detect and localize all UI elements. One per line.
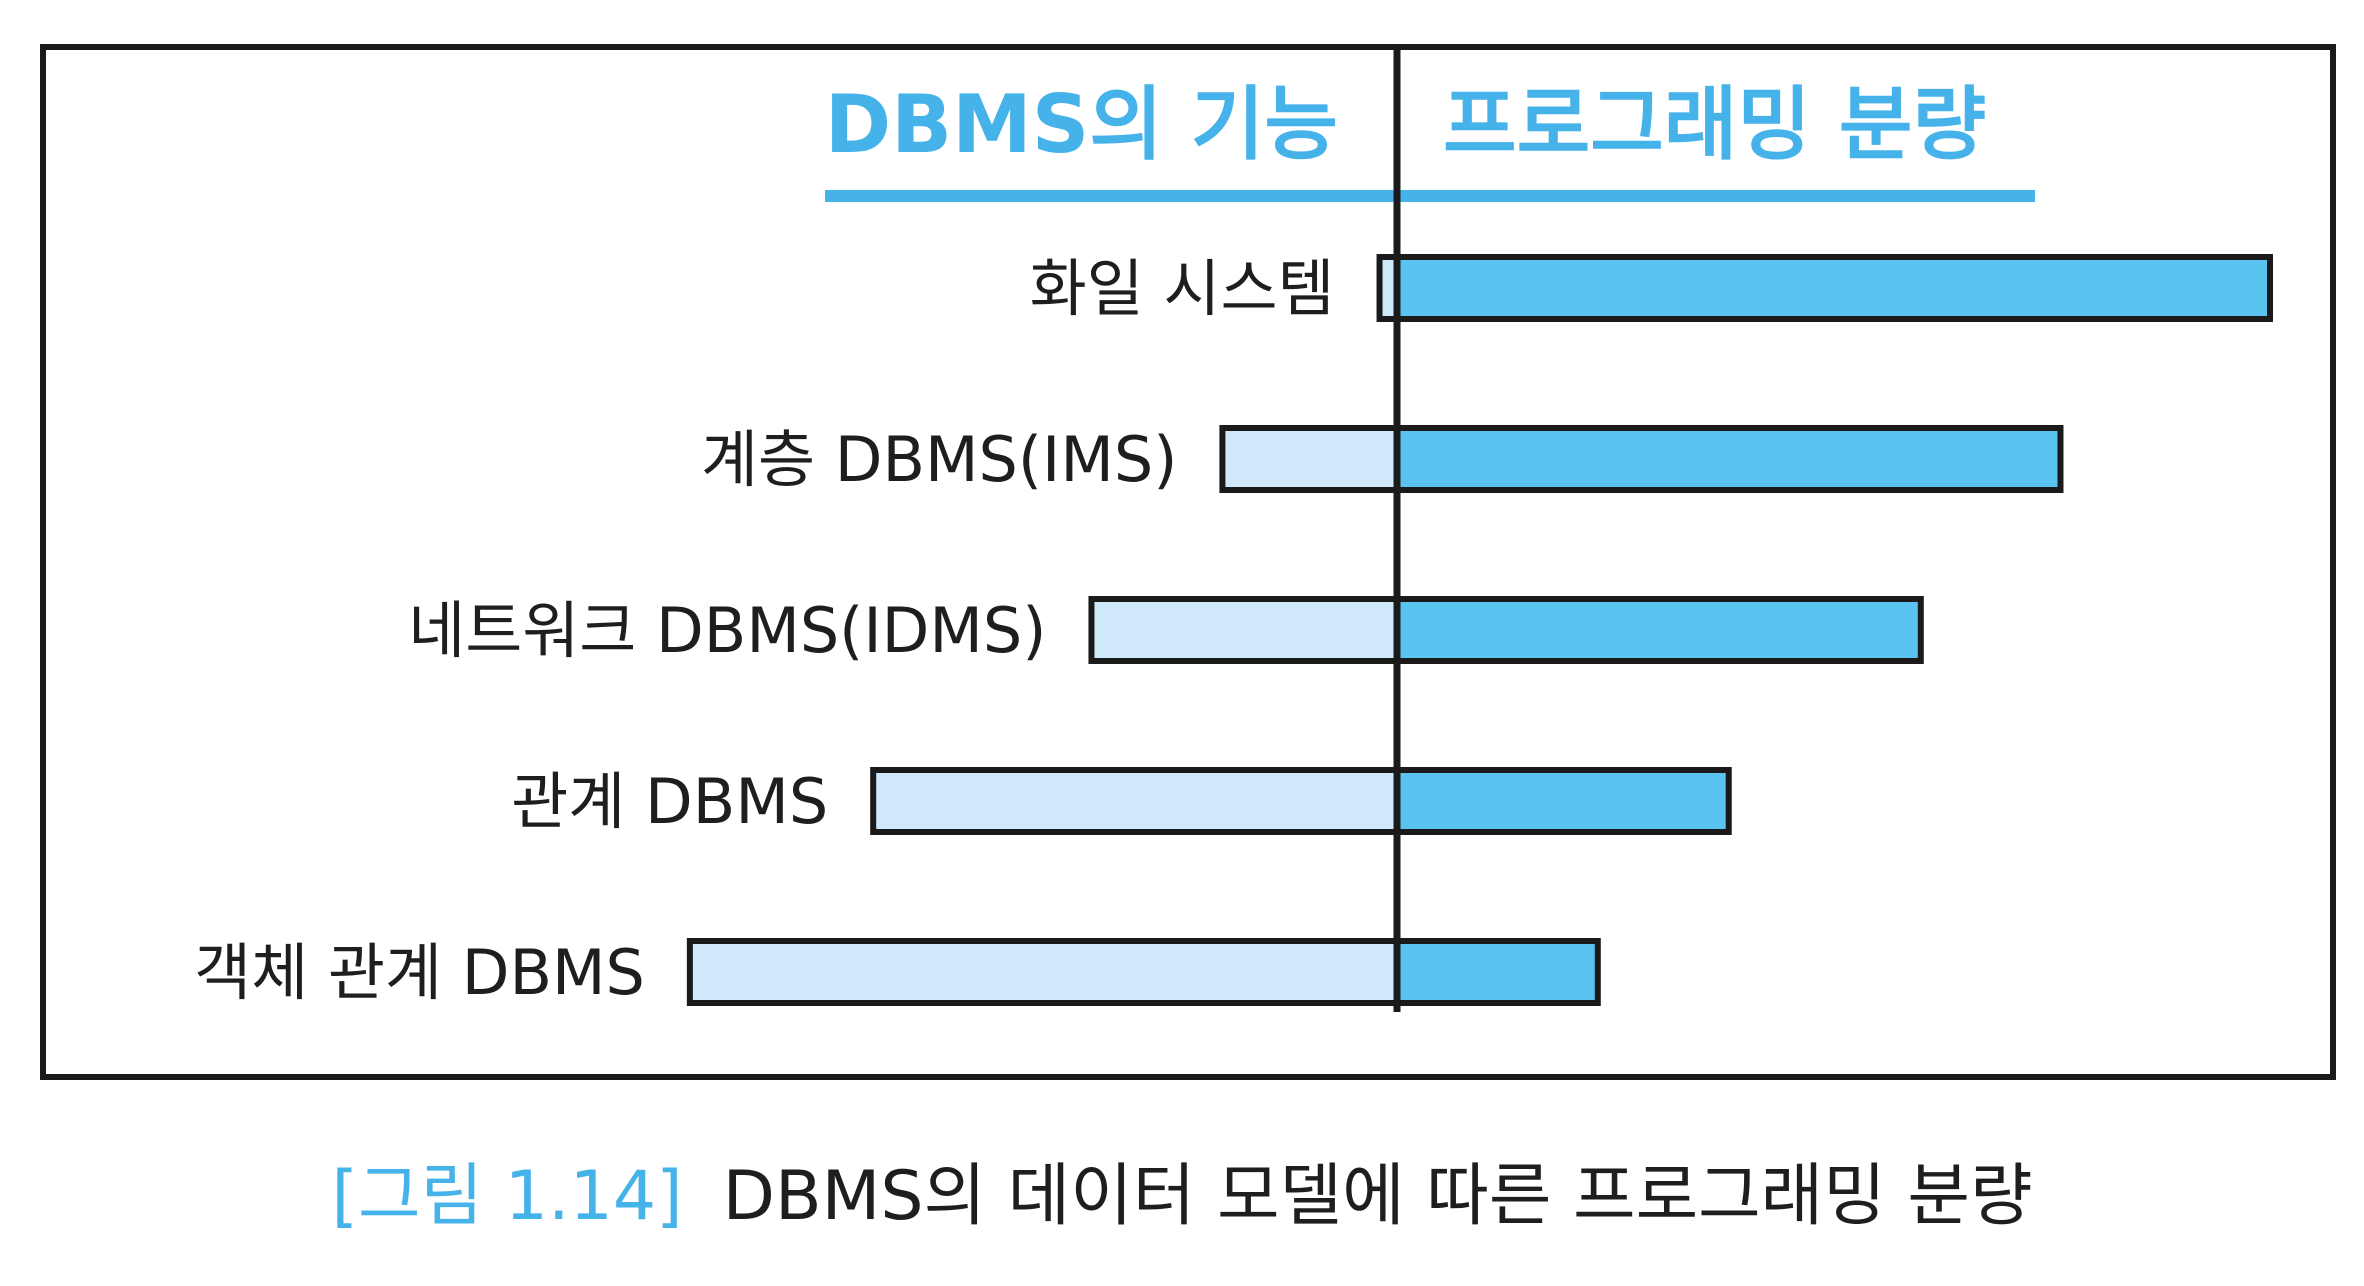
figure-caption: [그림 1.14] DBMS의 데이터 모델에 따른 프로그래밍 분량 [0, 1140, 2364, 1239]
category-label: 관계 DBMS [511, 765, 828, 838]
left-header: DBMS의 기능 [825, 78, 1338, 171]
chart-frame [40, 44, 2336, 1080]
caption-label: [그림 1.14] [331, 1157, 683, 1236]
category-label: 계층 DBMS(IMS) [701, 423, 1177, 496]
bar-programming-amount [1394, 767, 1732, 835]
bar-programming-amount [1394, 425, 2064, 493]
category-label: 네트워크 DBMS(IDMS) [408, 594, 1046, 667]
bar-dbms-function [1219, 425, 1401, 493]
caption-text: DBMS의 데이터 모델에 따른 프로그래밍 분량 [722, 1157, 2033, 1236]
category-label: 화일 시스템 [1030, 252, 1335, 325]
bar-dbms-function [870, 767, 1400, 835]
bar-dbms-function [686, 938, 1400, 1006]
bar-programming-amount [1394, 254, 2273, 322]
bar-programming-amount [1394, 596, 1924, 664]
right-header: 프로그래밍 분량 [1443, 78, 1986, 171]
bar-programming-amount [1394, 938, 1601, 1006]
category-label: 객체 관계 DBMS [194, 936, 645, 1009]
bar-dbms-function [1088, 596, 1400, 664]
